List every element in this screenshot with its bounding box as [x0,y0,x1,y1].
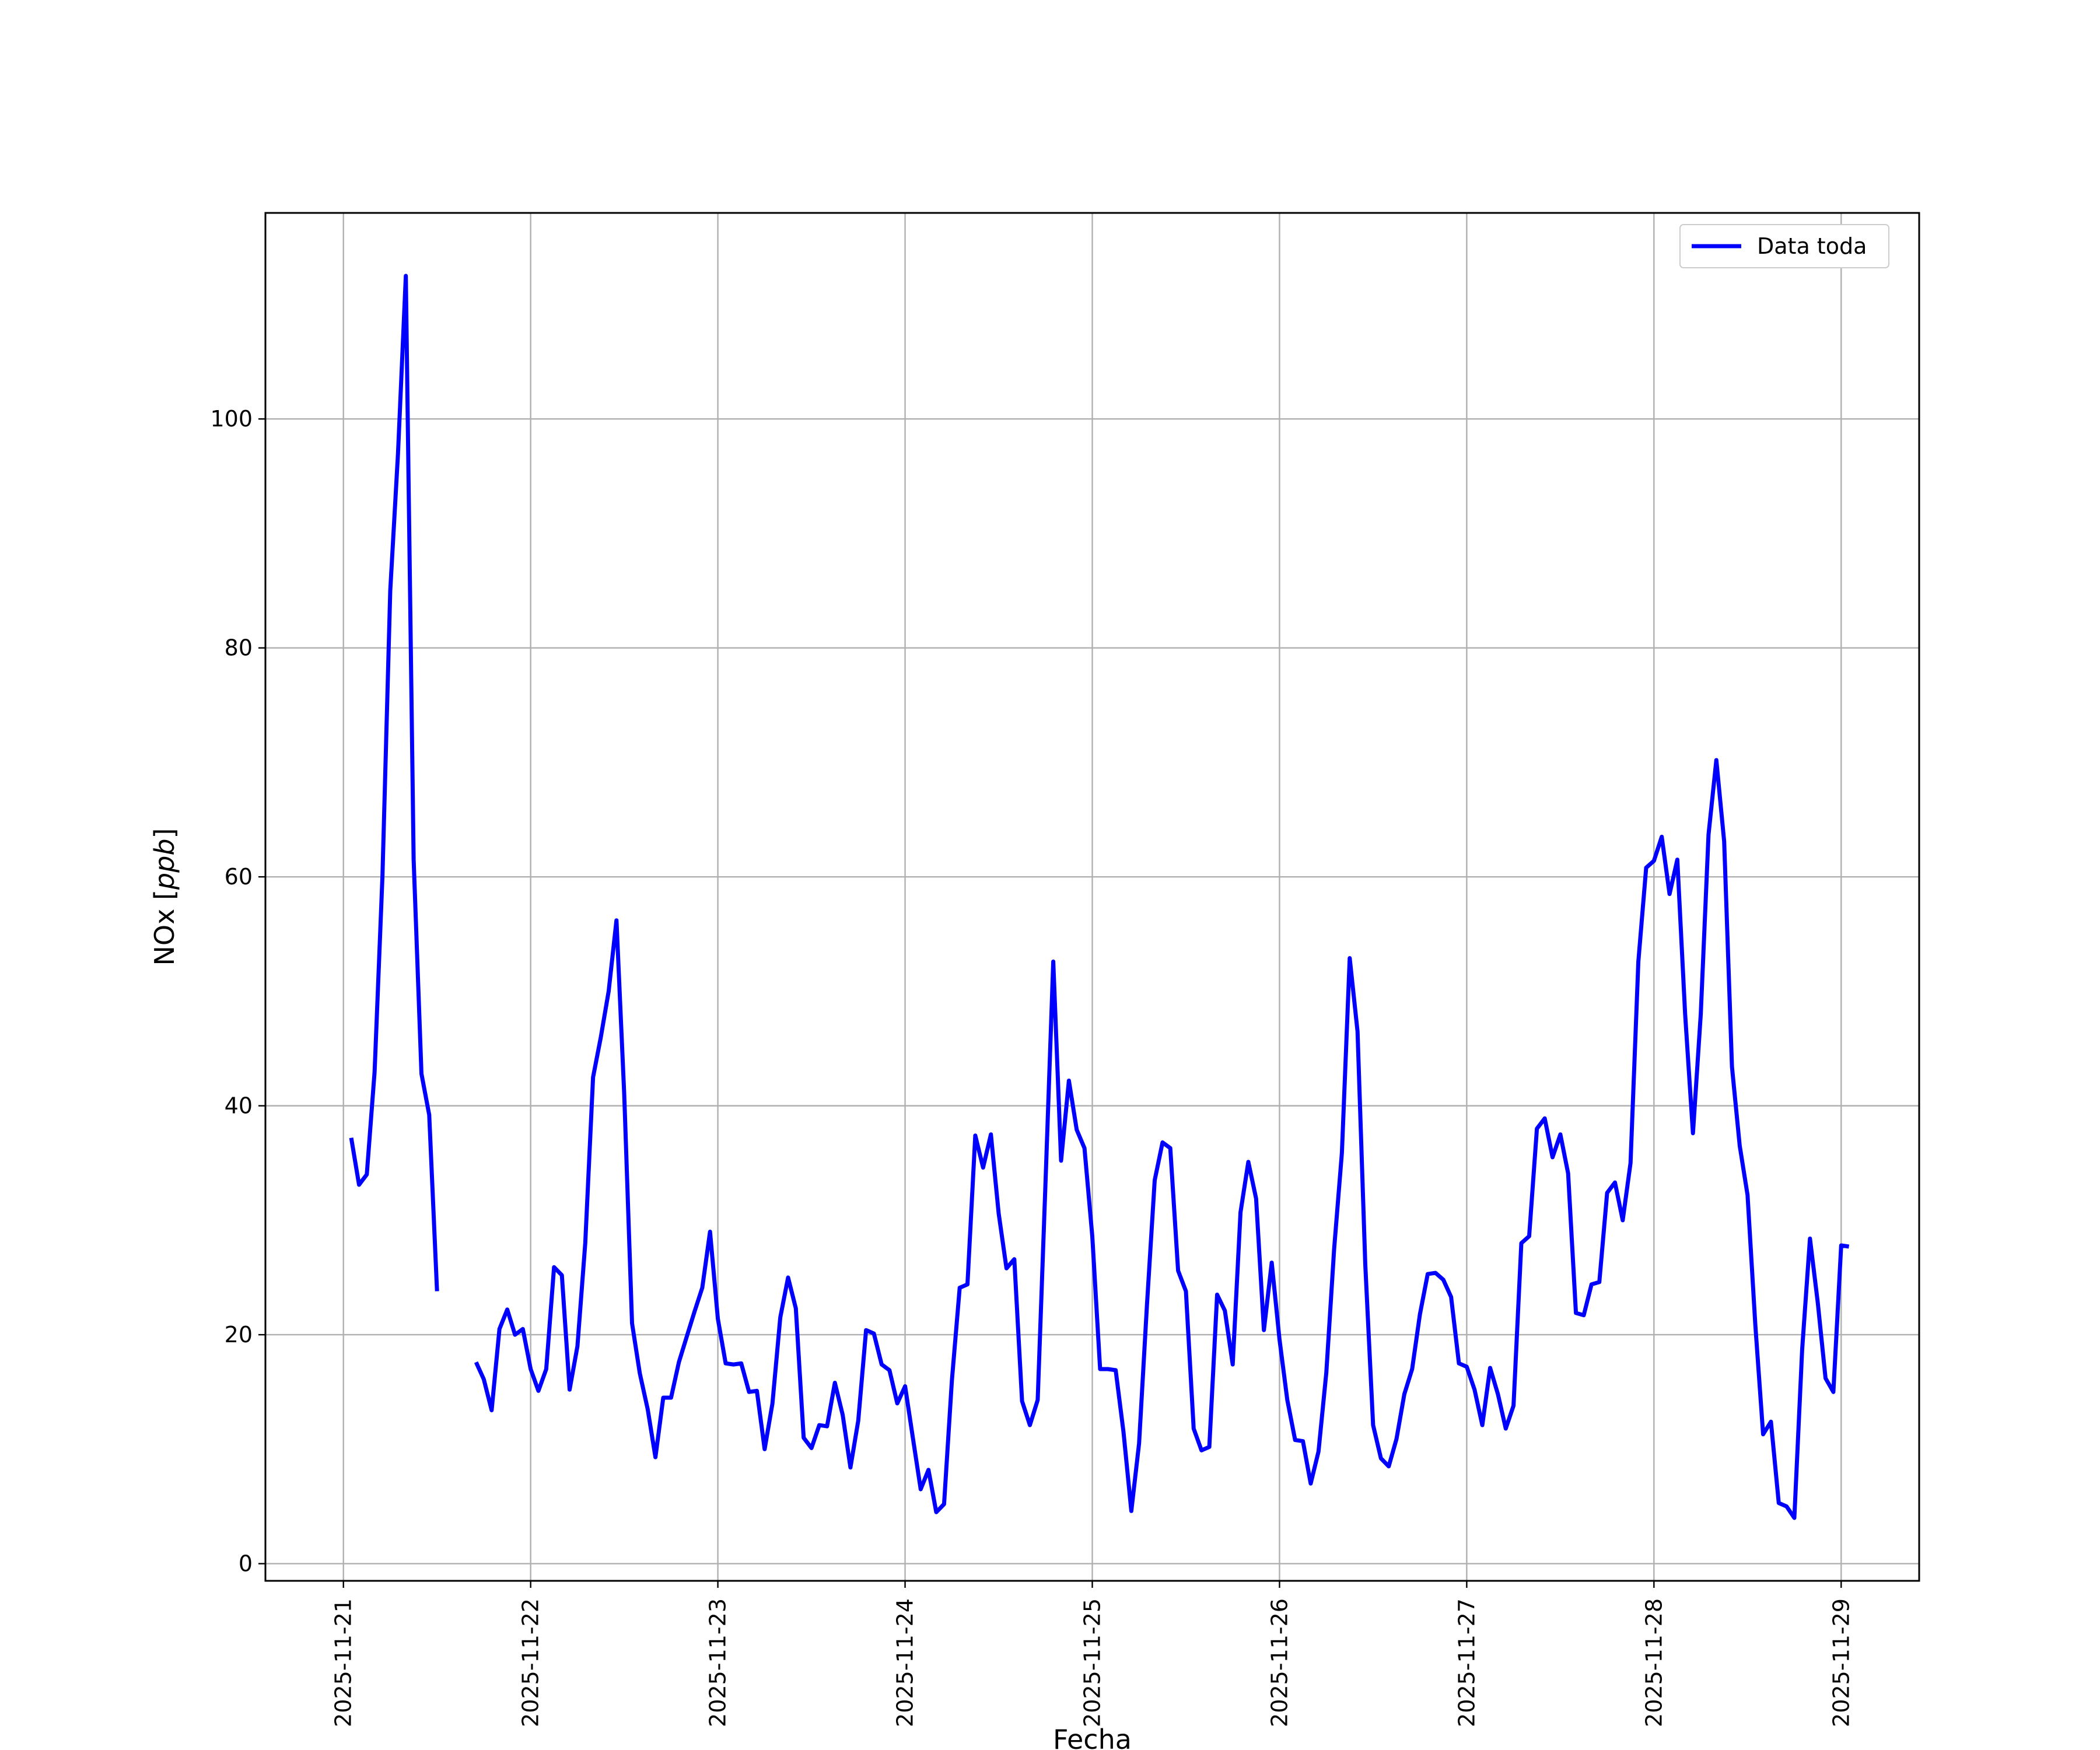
legend: Data toda [1679,224,1889,268]
y-tick-label-5: 100 [210,406,253,432]
axis-ticks: 2025-11-21 2025-11-22 2025-11-23 2025-11-24… [210,406,1854,1727]
y-tick-label-3: 60 [225,864,253,890]
x-tick-label-8: 2025-11-29 [1828,1598,1854,1727]
series-layer [349,274,1850,1520]
y-axis-label-end: ] [149,828,180,839]
legend-box [1679,224,1889,268]
x-tick-label-2: 2025-11-23 [705,1598,731,1727]
legend-label-data-toda: Data toda [1757,233,1867,259]
x-tick-label-4: 2025-11-25 [1080,1598,1105,1727]
y-tick-label-4: 80 [225,635,253,661]
x-axis-label: Fecha [1053,1724,1132,1750]
x-tick-label-5: 2025-11-26 [1266,1598,1292,1727]
y-axis-label-main: NOx [ [149,890,180,965]
y-tick-label-1: 20 [225,1322,253,1348]
grid-lines [265,213,1919,1581]
y-tick-label-0: 0 [239,1551,253,1577]
y-tick-label-2: 40 [225,1093,253,1119]
x-tick-label-3: 2025-11-24 [892,1598,918,1727]
y-axis-label: NOx [ppb] [149,828,180,966]
x-tick-label-0: 2025-11-21 [331,1598,356,1727]
x-tick-label-7: 2025-11-28 [1641,1598,1667,1727]
x-tick-label-6: 2025-11-27 [1454,1598,1479,1727]
x-tick-label-1: 2025-11-22 [518,1598,544,1727]
series-line-0 [349,274,1850,1520]
y-axis-label-unit: ppb [149,838,180,890]
